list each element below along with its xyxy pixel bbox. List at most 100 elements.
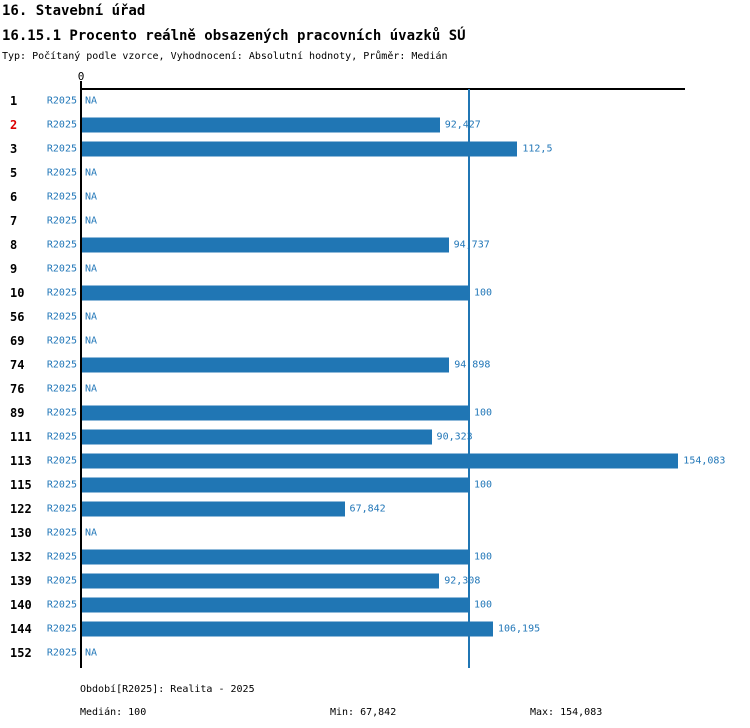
chart-row: 130 R2025 NA	[0, 521, 750, 545]
row-series-label: R2025	[46, 527, 77, 539]
row-series-label: R2025	[46, 623, 77, 635]
row-series-label: R2025	[46, 239, 77, 251]
bar-value-label: 100	[474, 599, 493, 611]
chart-row: 3 R2025 112,5	[0, 137, 750, 161]
row-category-label: 139	[10, 574, 32, 588]
bar-value-label: 90,323	[436, 431, 473, 443]
value-bar	[82, 501, 345, 517]
row-series-label: R2025	[46, 431, 77, 443]
bar-value-label: 154,083	[683, 455, 726, 467]
value-bar	[82, 621, 493, 637]
row-na-label: NA	[85, 167, 98, 179]
chart-row: 56 R2025 NA	[0, 305, 750, 329]
value-bar	[82, 405, 469, 421]
chart-row: 6 R2025 NA	[0, 185, 750, 209]
footer-period-label: Období[R2025]: Realita - 2025	[80, 684, 255, 695]
row-na-label: NA	[85, 311, 98, 323]
chart-row: 69 R2025 NA	[0, 329, 750, 353]
chart-row: 139 R2025 92,308	[0, 569, 750, 593]
row-category-label: 122	[10, 502, 32, 516]
value-bar	[82, 285, 469, 301]
value-bar	[82, 477, 469, 493]
row-series-label: R2025	[46, 359, 77, 371]
row-category-label: 89	[10, 406, 25, 420]
row-category-label: 111	[10, 430, 32, 444]
row-category-label: 9	[10, 262, 18, 276]
chart-row: 8 R2025 94,737	[0, 233, 750, 257]
row-category-label: 5	[10, 166, 18, 180]
chart-row: 5 R2025 NA	[0, 161, 750, 185]
bar-value-label: 100	[474, 479, 493, 491]
chart-row: 74 R2025 94,898	[0, 353, 750, 377]
row-category-label: 7	[10, 214, 18, 228]
row-na-label: NA	[85, 263, 98, 275]
row-category-label: 115	[10, 478, 32, 492]
median-reference-line	[468, 89, 470, 668]
value-bar	[82, 597, 469, 613]
row-na-label: NA	[85, 527, 98, 539]
row-series-label: R2025	[46, 551, 77, 563]
bar-value-label: 94,898	[454, 359, 491, 371]
row-series-label: R2025	[46, 479, 77, 491]
row-series-label: R2025	[46, 455, 77, 467]
chart-row: 89 R2025 100	[0, 401, 750, 425]
footer-max-stat: Max: 154,083	[530, 707, 603, 718]
chart-row: 76 R2025 NA	[0, 377, 750, 401]
chart-row: 115 R2025 100	[0, 473, 750, 497]
value-bar	[82, 357, 450, 373]
value-bar	[82, 549, 469, 565]
bar-value-label: 100	[474, 551, 493, 563]
chart-row: 140 R2025 100	[0, 593, 750, 617]
row-series-label: R2025	[46, 191, 77, 203]
row-category-label: 152	[10, 646, 32, 660]
bar-value-label: 106,195	[497, 623, 541, 635]
row-na-label: NA	[85, 191, 98, 203]
row-category-label: 2	[10, 118, 18, 132]
row-series-label: R2025	[46, 407, 77, 419]
row-series-label: R2025	[46, 383, 77, 395]
row-category-label: 113	[10, 454, 32, 468]
row-category-label: 1	[10, 94, 18, 108]
row-series-label: R2025	[46, 647, 77, 659]
row-category-label: 140	[10, 598, 32, 612]
row-category-label: 130	[10, 526, 32, 540]
row-category-label: 3	[10, 142, 18, 156]
value-bar	[82, 141, 518, 157]
axis-zero-tick-label: 0	[77, 70, 85, 83]
value-bar	[82, 117, 440, 133]
row-series-label: R2025	[46, 575, 77, 587]
row-category-label: 132	[10, 550, 32, 564]
row-na-label: NA	[85, 95, 98, 107]
bar-value-label: 92,427	[444, 119, 481, 131]
row-category-label: 76	[10, 382, 25, 396]
value-bar	[82, 429, 432, 445]
bar-value-label: 112,5	[522, 143, 553, 155]
row-series-label: R2025	[46, 599, 77, 611]
chart-meta-info: Typ: Počítaný podle vzorce, Vyhodnocení:…	[2, 51, 448, 62]
value-bar	[82, 453, 679, 469]
chart-row: 7 R2025 NA	[0, 209, 750, 233]
row-category-label: 69	[10, 334, 25, 348]
chart-row: 152 R2025 NA	[0, 641, 750, 665]
row-category-label: 144	[10, 622, 32, 636]
chart-row: 10 R2025 100	[0, 281, 750, 305]
chart-row: 113 R2025 154,083	[0, 449, 750, 473]
bar-value-label: 100	[474, 287, 493, 299]
row-series-label: R2025	[46, 503, 77, 515]
chart-row: 122 R2025 67,842	[0, 497, 750, 521]
row-series-label: R2025	[46, 215, 77, 227]
value-bar	[82, 573, 440, 589]
y-axis-line	[80, 81, 82, 668]
row-series-label: R2025	[46, 287, 77, 299]
row-series-label: R2025	[46, 311, 77, 323]
page-title: 16. Stavební úřad	[2, 3, 146, 19]
row-series-label: R2025	[46, 167, 77, 179]
footer-median-stat: Medián: 100	[80, 707, 147, 718]
x-axis-line	[80, 88, 685, 90]
chart-row: 2 R2025 92,427	[0, 113, 750, 137]
row-category-label: 74	[10, 358, 25, 372]
bar-value-label: 92,308	[444, 575, 481, 587]
row-na-label: NA	[85, 647, 98, 659]
row-series-label: R2025	[46, 143, 77, 155]
